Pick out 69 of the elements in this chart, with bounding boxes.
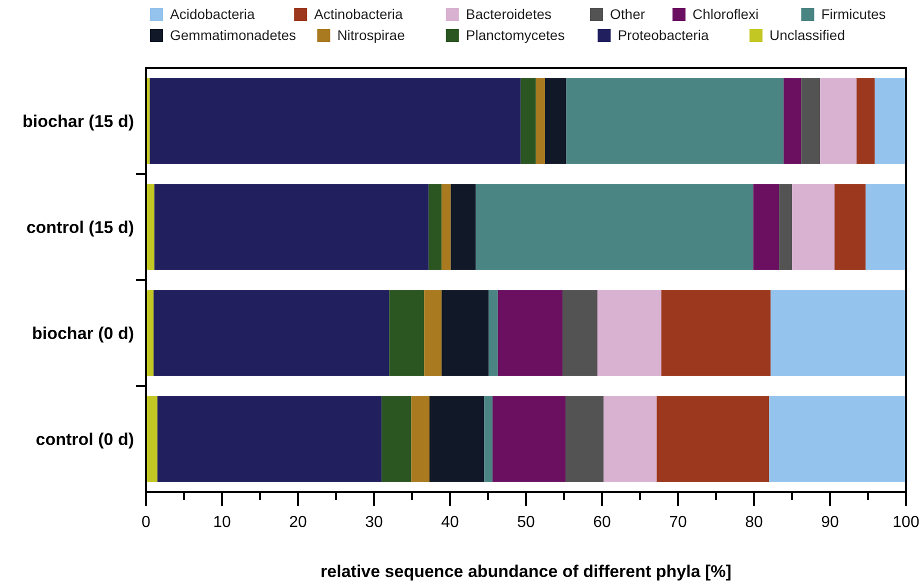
bar (488, 290, 498, 376)
legend-label: Unclassified (770, 27, 845, 43)
bar (566, 78, 784, 164)
bar (562, 290, 598, 376)
bar (834, 184, 866, 270)
x-tick-label: 40 (441, 514, 459, 531)
bar (498, 290, 562, 376)
bar (450, 184, 476, 270)
bar (792, 184, 835, 270)
bar (784, 78, 802, 164)
bar (442, 184, 451, 270)
bar (492, 396, 566, 482)
legend-label: Acidobacteria (170, 6, 256, 22)
legend-label: Proteobacteria (618, 27, 709, 43)
bar (146, 184, 154, 270)
x-tick-label: 80 (745, 514, 763, 531)
bar (150, 78, 521, 164)
x-tick-label: 10 (213, 514, 231, 531)
legend-label: Gemmatimonadetes (170, 27, 296, 43)
bar (154, 290, 390, 376)
legend-label: Planctomycetes (466, 27, 565, 43)
bar (779, 184, 792, 270)
x-tick-label: 100 (892, 514, 920, 531)
x-tick-label: 70 (669, 514, 687, 531)
x-tick-label: 20 (289, 514, 307, 531)
bar (661, 290, 771, 376)
x-tick-label: 90 (821, 514, 839, 531)
bar (769, 396, 906, 482)
bar (154, 184, 429, 270)
bar (866, 184, 906, 270)
legend-label: Nitrospirae (337, 27, 406, 43)
bar (753, 184, 780, 270)
legend-label: Bacteroidetes (466, 6, 552, 22)
x-tick-label: 50 (517, 514, 535, 531)
bar (856, 78, 875, 164)
bar (484, 396, 493, 482)
bar (146, 396, 158, 482)
x-tick-label: 30 (365, 514, 383, 531)
bar (428, 184, 442, 270)
bar (424, 290, 442, 376)
y-tick-label: control (0 d) (36, 430, 134, 449)
x-axis-title: relative sequence abundance of different phyla [%] (320, 562, 732, 581)
bar (382, 396, 412, 482)
bar (157, 396, 382, 482)
bar (476, 184, 754, 270)
bar (604, 396, 657, 482)
bar (656, 396, 770, 482)
bar (442, 290, 489, 376)
bar (874, 78, 906, 164)
legend-label: Firmicutes (821, 6, 886, 22)
legend-label: Other (610, 6, 646, 22)
bar (597, 290, 662, 376)
bar (520, 78, 536, 164)
bar (820, 78, 857, 164)
y-tick-label: control (15 d) (26, 218, 134, 237)
bar (411, 396, 430, 482)
bar (545, 78, 566, 164)
legend-label: Chloroflexi (692, 6, 759, 22)
y-tick-label: biochar (0 d) (32, 324, 134, 343)
x-tick-label: 60 (593, 514, 611, 531)
x-tick-label: 0 (142, 514, 151, 531)
bar (770, 290, 906, 376)
bar (429, 396, 484, 482)
bar (389, 290, 424, 376)
bar (566, 396, 604, 482)
y-tick-label: biochar (15 d) (22, 112, 134, 131)
legend-label: Actinobacteria (314, 6, 404, 22)
bar (801, 78, 820, 164)
bar (536, 78, 545, 164)
